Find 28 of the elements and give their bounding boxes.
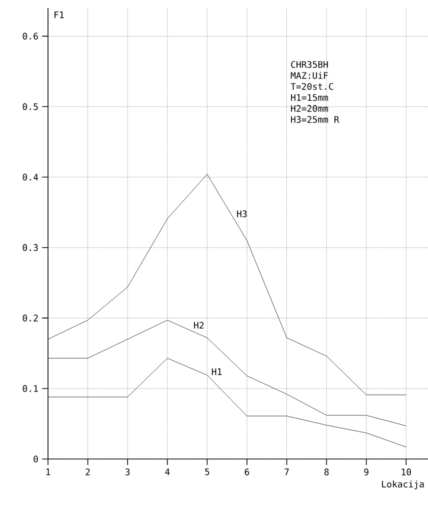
y-tick-label: 0.4 [22,174,38,181]
annotation: H2=20mm [291,105,328,112]
annotation: H3=25mm R [291,116,340,123]
series-label: H2 [194,322,204,329]
y-tick-label: 0.1 [22,385,38,392]
annotation: T=20st.C [290,83,334,90]
y-tick-label: 0.3 [22,244,38,251]
x-axis-title: Lokacija [382,480,424,490]
x-tick-label: 1 [46,468,50,476]
x-tick-label: 8 [324,468,329,476]
y-tick-label: 0 [34,456,38,462]
x-tick-label: 4 [165,468,170,476]
x-tick-label: 2 [86,468,90,476]
annotation: CHR35BH [291,61,328,68]
x-tick-label: 10 [402,468,411,476]
annotation: MAZ:UiF [290,72,328,79]
y-tick-label: 0.5 [22,103,38,110]
y-tick-label: 0.6 [22,32,38,40]
y-axis-title: F1 [54,12,64,18]
x-tick-label: 7 [284,468,289,476]
x-tick-label: 6 [244,468,250,476]
x-tick-label: 5 [205,468,210,476]
series-label: H1 [212,368,222,375]
y-tick-label: 0.2 [22,314,38,322]
annotation: H1=15mm [291,94,328,101]
series-label: H3 [237,210,247,218]
x-tick-label: 9 [364,468,368,476]
x-tick-label: 3 [125,468,130,476]
